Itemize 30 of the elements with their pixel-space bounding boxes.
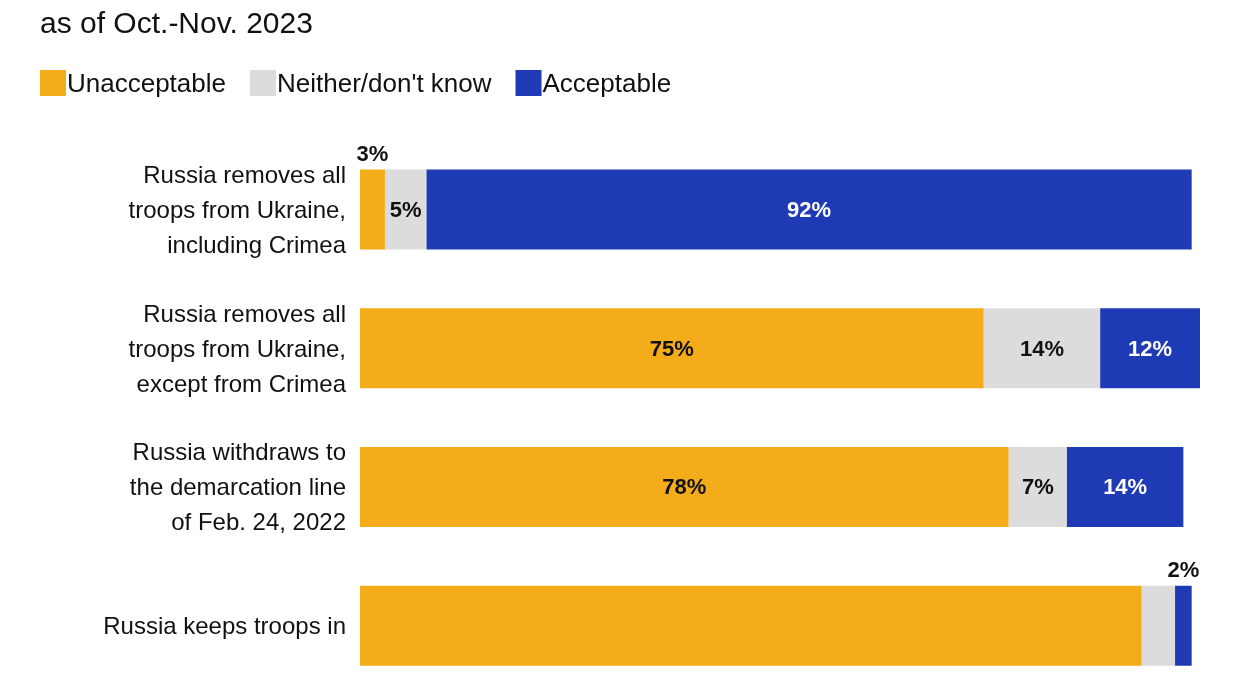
legend-label: Unacceptable (67, 68, 226, 98)
chart-title: as of Oct.-Nov. 2023 (40, 5, 313, 39)
bar (360, 169, 385, 250)
bar (1175, 585, 1192, 666)
data-label: 7% (1021, 474, 1054, 500)
data-label: 75% (649, 335, 694, 361)
bar (1141, 585, 1176, 666)
data-label: 5% (389, 196, 422, 222)
bar (1100, 308, 1200, 389)
data-label: 12% (1128, 335, 1173, 361)
bar (360, 446, 1009, 527)
y-tick-label: Russia keeps troops in (103, 612, 346, 640)
bar (1066, 446, 1184, 527)
legend-label: Acceptable (542, 68, 672, 98)
data-label: 78% (662, 474, 707, 500)
legend-label: Neither/don't know (277, 68, 492, 98)
data-label: 2% (1167, 557, 1200, 583)
data-label: 3% (356, 140, 389, 166)
y-tick-label: Russia removes all troops from Ukraine, except from Crimea (128, 299, 347, 397)
data-label: 14% (1019, 335, 1064, 361)
data-label: 14% (1103, 474, 1148, 500)
bar (1008, 446, 1067, 527)
data-label: 92% (787, 196, 832, 222)
bar (360, 308, 984, 389)
bar (384, 169, 427, 250)
y-tick-label: Russia withdraws to the demarcation line of Feb. 24, 2022 (129, 438, 346, 536)
bar (426, 169, 1192, 250)
bar (983, 308, 1101, 389)
y-tick-label: Russia removes all troops from Ukraine, including Crimea (128, 160, 347, 258)
bar (360, 585, 1142, 666)
